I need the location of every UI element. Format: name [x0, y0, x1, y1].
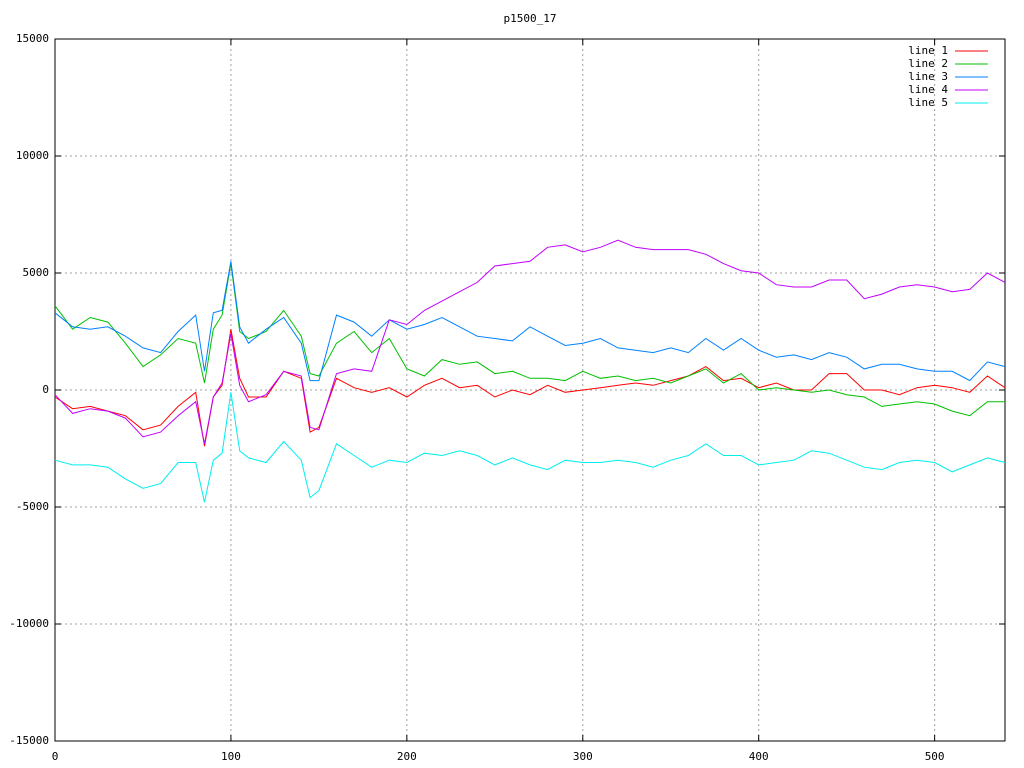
legend-label: line 3 [908, 70, 948, 83]
line-series [54, 392, 1006, 503]
line-series [54, 239, 1006, 444]
x-tick-label: 300 [573, 750, 593, 763]
legend-label: line 5 [908, 96, 948, 109]
x-tick-label: 100 [221, 750, 241, 763]
line-series [54, 329, 1006, 447]
legend-label: line 1 [908, 44, 948, 57]
y-tick-label: -5000 [16, 500, 49, 513]
x-tick-label: 0 [52, 750, 59, 763]
y-tick-label: 0 [42, 383, 49, 396]
line-series [54, 261, 1006, 382]
chart-title: p1500_17 [504, 12, 557, 25]
line-series [54, 263, 1005, 417]
legend-label: line 4 [908, 83, 948, 96]
x-tick-label: 500 [925, 750, 945, 763]
y-tick-label: 10000 [16, 149, 49, 162]
y-tick-label: -10000 [9, 617, 49, 630]
y-tick-label: 5000 [23, 266, 50, 279]
y-tick-label: 15000 [16, 32, 49, 45]
x-tick-label: 200 [397, 750, 417, 763]
legend-label: line 2 [908, 57, 948, 70]
y-tick-label: -15000 [9, 734, 49, 747]
x-tick-label: 400 [749, 750, 769, 763]
plot-border [54, 38, 1006, 742]
